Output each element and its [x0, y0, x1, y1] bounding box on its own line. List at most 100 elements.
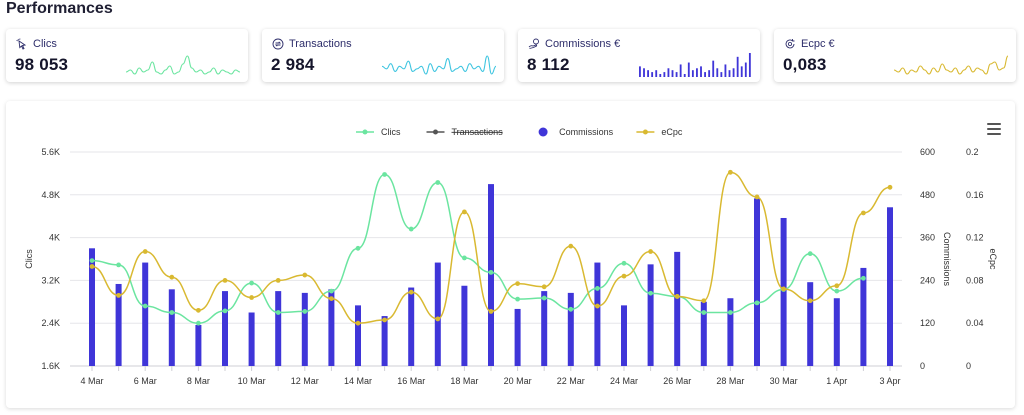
ecpc-point [329, 296, 334, 301]
kpi-card-ecpc[interactable]: Ecpc € 0,083 [774, 29, 1016, 82]
clics-point [595, 286, 600, 291]
chart-card: 1.6K 2.4K 3.2K 4K 4.8K 5.6K 0 120 240 360 480 600 0 0… [6, 101, 1015, 408]
legend-marker [642, 129, 648, 135]
commissions-bar [700, 301, 707, 366]
clics-point [249, 280, 255, 286]
legend-item: eCpc [636, 127, 683, 137]
ecpc-point [89, 264, 95, 269]
cursor-click-icon [16, 38, 27, 50]
y-tick-commissions: 0 [920, 361, 925, 371]
legend-marker [362, 129, 368, 135]
clics-point [728, 310, 733, 315]
ecpc-point [595, 303, 600, 309]
kpi-value: 2 984 [271, 55, 315, 74]
ecpc-point [435, 316, 441, 322]
clics-point [462, 255, 467, 261]
y-tick-commissions: 240 [920, 275, 935, 285]
clics-point [89, 258, 95, 264]
coins-icon [528, 38, 539, 49]
ecpc-point [728, 169, 733, 175]
legend-marker [538, 127, 548, 137]
clics-point [435, 180, 441, 185]
transactions-icon [272, 38, 284, 50]
ecpc-point [488, 309, 494, 314]
clics-point [541, 295, 547, 301]
legend-item: Clics [356, 127, 401, 137]
clics-point [834, 288, 840, 294]
combo-chart: 1.6K 2.4K 3.2K 4K 4.8K 5.6K 0 120 240 360 480 600 0 0… [24, 127, 998, 386]
legend-label: Clics [381, 127, 401, 137]
ecpc-point [116, 292, 121, 298]
ecpc-point [541, 284, 547, 290]
spark-bar [712, 60, 715, 77]
y-tick-clics: 4.8K [41, 190, 60, 200]
ecpc-point [621, 273, 627, 279]
x-tick-label: 1 Apr [826, 376, 847, 386]
x-tick-label: 30 Mar [770, 376, 798, 386]
spark-bar [700, 66, 702, 77]
commissions-bar [594, 262, 601, 366]
clics-point [222, 308, 228, 314]
commissions-bar [807, 282, 814, 366]
x-tick-label: 18 Mar [450, 376, 478, 386]
chart-legend: Clics Transactions Commissions eCpc [356, 127, 683, 137]
spark-bar [736, 56, 739, 77]
ecpc-point [462, 209, 467, 215]
spark-line [126, 55, 240, 75]
spark-bar [744, 62, 747, 77]
spark-bar [740, 66, 743, 77]
x-tick-label: 12 Mar [291, 376, 319, 386]
ecpc-point [861, 210, 866, 216]
commissions-bar [275, 291, 282, 366]
ecpc-point [887, 184, 893, 190]
y-tick-clics: 5.6K [41, 147, 60, 157]
commissions-bar [647, 264, 654, 366]
commissions-bar [222, 291, 228, 366]
y-tick-ecpc: 0.2 [966, 147, 979, 157]
ecpc-point [169, 274, 175, 280]
spark-bar [667, 68, 670, 77]
spark-bar [696, 68, 698, 77]
spark-bar [675, 72, 678, 77]
commissions-bar [434, 262, 441, 366]
x-tick-label: 26 Mar [663, 376, 691, 386]
ecpc-point [701, 298, 707, 304]
y-tick-clics: 2.4K [41, 318, 60, 328]
chart-menu-icon[interactable] [987, 123, 1001, 135]
clics-point [648, 290, 653, 296]
ecpc-point [515, 281, 520, 287]
kpi-label: Clics [33, 38, 57, 50]
ecpc-point [674, 294, 680, 299]
x-tick-label: 24 Mar [610, 376, 638, 386]
commissions-bar [301, 292, 308, 366]
kpi-card-clics[interactable]: Clics 98 053 [6, 29, 248, 82]
x-tick-label: 20 Mar [504, 376, 532, 386]
commissions-bar [514, 308, 521, 366]
y-axis-title-clics: Clics [24, 249, 34, 269]
clics-point [701, 310, 707, 315]
legend-item: Transactions [426, 127, 503, 137]
commissions-bar [887, 207, 893, 366]
ecpc-point [142, 249, 148, 254]
clics-point [568, 306, 574, 312]
clics-point [355, 245, 361, 251]
x-tick-label: 22 Mar [557, 376, 585, 386]
kpi-card-transactions[interactable]: Transactions 2 984 [262, 29, 504, 82]
kpi-card-commissions[interactable]: Commissions € 8 112 [518, 29, 760, 82]
commissions-bar [727, 298, 734, 366]
y-tick-clics: 4K [49, 233, 60, 243]
y-axis-title-commissions: Commissions [942, 232, 952, 287]
clics-point [275, 310, 281, 315]
ecpc-point [275, 278, 281, 283]
spark-bar [732, 68, 735, 77]
kpi-label: Commissions € [545, 38, 621, 50]
y-tick-ecpc: 0.04 [966, 318, 984, 328]
clics-point [861, 275, 866, 281]
commissions-bar [541, 291, 548, 366]
spark-bar [687, 62, 690, 77]
clics-point [807, 251, 813, 257]
kpi-value: 98 053 [15, 55, 69, 74]
commissions-bar [754, 198, 760, 366]
ecpc-point [382, 317, 387, 323]
x-tick-label: 6 Mar [134, 376, 157, 386]
